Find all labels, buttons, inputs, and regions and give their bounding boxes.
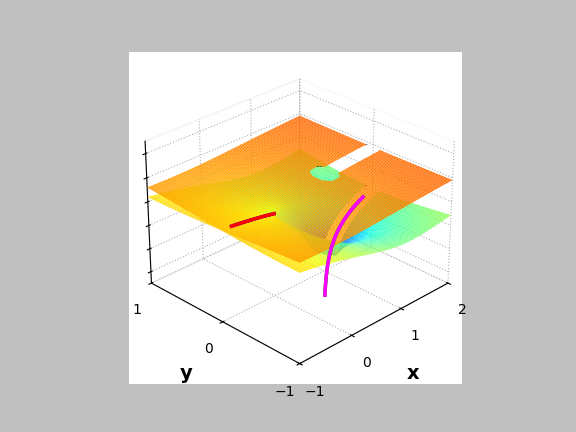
X-axis label: x: x [407,364,419,383]
Y-axis label: y: y [180,364,192,383]
